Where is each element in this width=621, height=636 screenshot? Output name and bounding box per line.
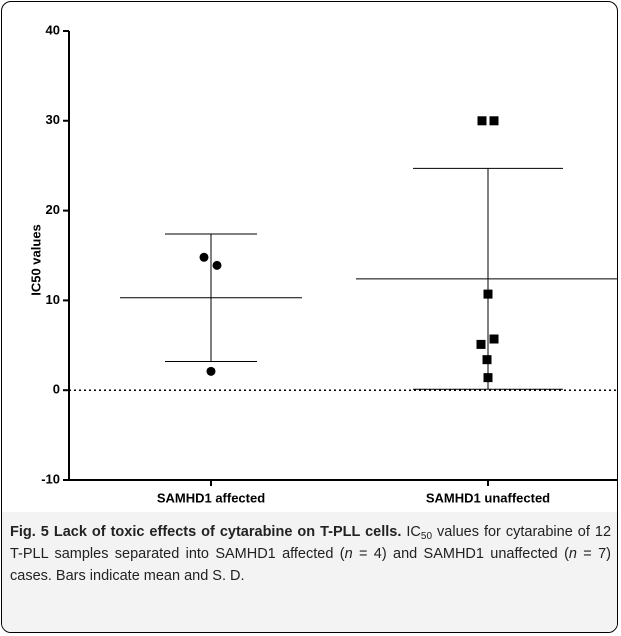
x-tick-label: SAMHD1 unaffected: [426, 490, 550, 505]
caption-text: = 7) cases. Bars indicate mean and S. D.: [10, 546, 616, 584]
data-point: [482, 355, 492, 365]
y-axis-label: IC50 values: [28, 224, 43, 296]
y-tick-label: -10: [41, 471, 60, 486]
caption: Fig. 5 Lack of toxic effects of cytarabi…: [2, 512, 617, 632]
y-tick-label: 20: [46, 202, 60, 217]
data-point: [489, 334, 499, 344]
x-tick-label: SAMHD1 affected: [157, 490, 265, 505]
caption-text: IC: [401, 524, 421, 540]
y-tick-label: 10: [46, 292, 60, 307]
caption-text: n: [568, 546, 577, 562]
data-point: [476, 339, 486, 349]
y-tick-label: 0: [53, 382, 60, 397]
caption-text: = 4) and SAMHD1 unaffected (: [352, 546, 569, 562]
data-point: [483, 289, 493, 299]
data-point: [199, 252, 209, 262]
data-point: [477, 116, 487, 126]
y-tick-label: 40: [46, 22, 60, 37]
chart: IC50 values -10 0 10 20 30 40 SAMHD1 affected S…: [28, 22, 617, 505]
data-point: [212, 260, 222, 270]
data-point: [489, 116, 499, 126]
caption-text: values for cytarabine of 12 T-PLL sample…: [10, 524, 615, 562]
data-point: [483, 373, 493, 383]
caption-text: 50: [420, 531, 433, 542]
caption-text: Fig. 5 Lack of toxic effects of cytarabi…: [10, 524, 402, 540]
y-tick-label: 30: [46, 112, 60, 127]
data-point: [206, 366, 216, 376]
caption-text: n: [344, 546, 353, 562]
